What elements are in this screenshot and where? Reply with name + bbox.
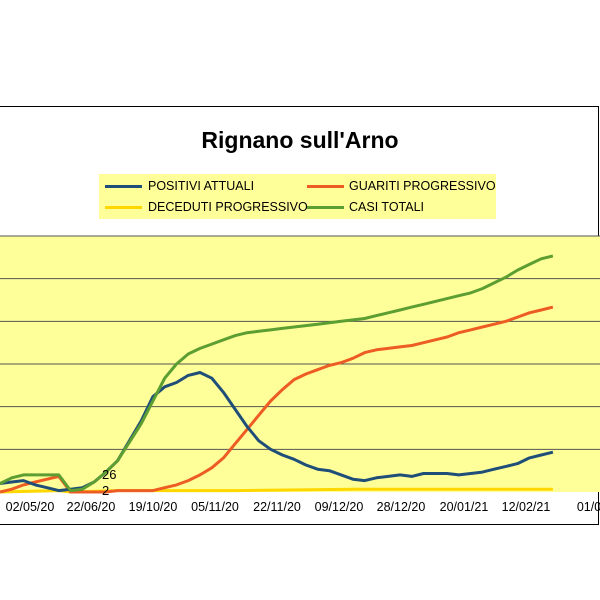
series-line-guariti-progressivo (0, 305, 554, 494)
legend-label-guariti: GUARITI PROGRESSIVO (349, 179, 496, 193)
x-tick-label: 09/12/20 (315, 500, 364, 514)
annotation-label: 26 (102, 467, 116, 482)
chart-title: Rignano sull'Arno (201, 127, 399, 153)
annotation-label: 2 (102, 483, 109, 498)
x-tick-label: 05/11/20 (191, 500, 239, 514)
series-line-casi-totali (0, 254, 554, 493)
x-tick-label: 01/0 (577, 500, 600, 514)
x-tick-label: 22/11/20 (253, 500, 301, 514)
x-tick-label: 28/12/20 (377, 500, 426, 514)
legend-swatch-positivi (105, 185, 142, 188)
legend-label-positivi: POSITIVI ATTUALI (148, 179, 255, 193)
legend-swatch-deceduti (105, 206, 142, 209)
x-tick-label: 12/02/21 (502, 500, 551, 514)
legend-label-casi: CASI TOTALI (349, 200, 425, 214)
legend: POSITIVI ATTUALI GUARITI PROGRESSIVO DEC… (99, 174, 496, 219)
legend-swatch-casi (307, 206, 344, 209)
x-tick-label: 22/06/20 (67, 500, 116, 514)
x-tick-label: 02/05/20 (6, 500, 55, 514)
legend-label-deceduti: DECEDUTI PROGRESSIVO (148, 200, 308, 214)
legend-swatch-guariti (307, 185, 344, 188)
x-tick-label: 20/01/21 (440, 500, 489, 514)
x-tick-label: 19/10/20 (129, 500, 178, 514)
